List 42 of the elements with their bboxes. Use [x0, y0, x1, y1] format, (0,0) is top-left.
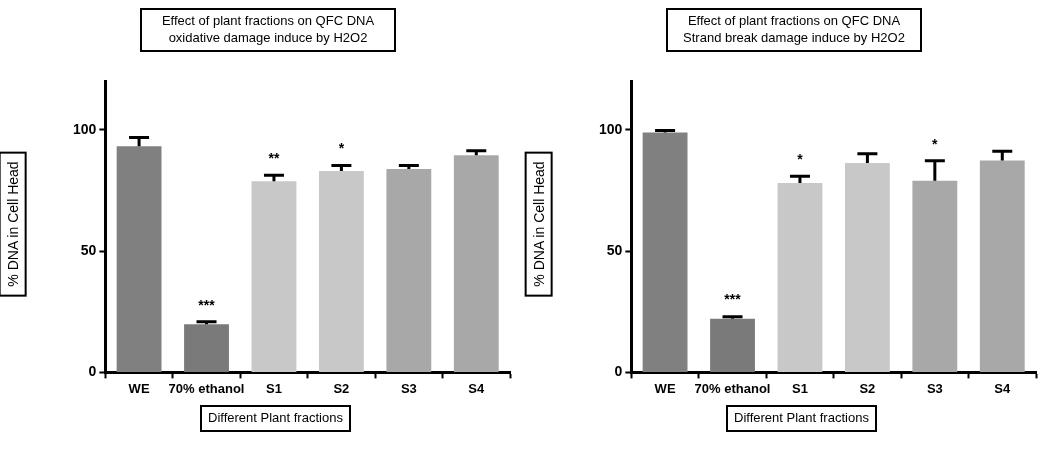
- annotation: ***: [198, 296, 216, 313]
- y-tick-label: 100: [599, 120, 623, 137]
- x-tick-label: WE: [128, 380, 150, 396]
- bar: [710, 318, 755, 372]
- x-tick-label: S4: [994, 380, 1011, 396]
- y-tick-label: 50: [606, 242, 623, 259]
- x-axis-title: Different Plant fractions: [726, 405, 877, 432]
- bar: [642, 132, 688, 372]
- bar: [777, 183, 823, 372]
- bar: [386, 168, 432, 372]
- chart-title: Effect of plant fractions on QFC DNA Strand break damage induce by H2O2: [666, 8, 922, 52]
- x-tick-label: 70% ethanol: [694, 380, 771, 396]
- x-axis-title: Different Plant fractions: [200, 405, 351, 432]
- annotation: ***: [724, 291, 742, 308]
- chart-title: Effect of plant fractions on QFC DNA oxidative damage induce by H2O2: [140, 8, 396, 52]
- bar: [912, 180, 958, 372]
- y-axis-title: % DNA in Cell Head: [0, 151, 27, 297]
- annotation: *: [797, 151, 804, 168]
- x-tick-label: S2: [859, 380, 876, 396]
- x-tick-label: S2: [333, 380, 350, 396]
- x-tick-label: WE: [654, 380, 676, 396]
- bar: [318, 170, 364, 372]
- x-tick-label: S3: [926, 380, 943, 396]
- y-tick-label: 0: [88, 363, 97, 380]
- bar: [184, 324, 229, 372]
- bar: [844, 162, 890, 372]
- bar: [251, 181, 297, 372]
- annotation: *: [932, 135, 939, 152]
- annotation: *: [338, 140, 345, 157]
- y-tick-label: 50: [80, 242, 97, 259]
- y-axis-title: % DNA in Cell Head: [524, 151, 553, 297]
- bar: [453, 155, 499, 372]
- annotation: **: [268, 150, 280, 167]
- x-tick-label: 70% ethanol: [168, 380, 245, 396]
- y-tick-label: 0: [614, 363, 623, 380]
- bar: [116, 146, 162, 372]
- x-tick-label: S4: [468, 380, 485, 396]
- x-tick-label: S3: [400, 380, 417, 396]
- x-tick-label: S1: [792, 380, 808, 396]
- bar: [979, 160, 1025, 372]
- x-tick-label: S1: [266, 380, 282, 396]
- y-tick-label: 100: [73, 120, 97, 137]
